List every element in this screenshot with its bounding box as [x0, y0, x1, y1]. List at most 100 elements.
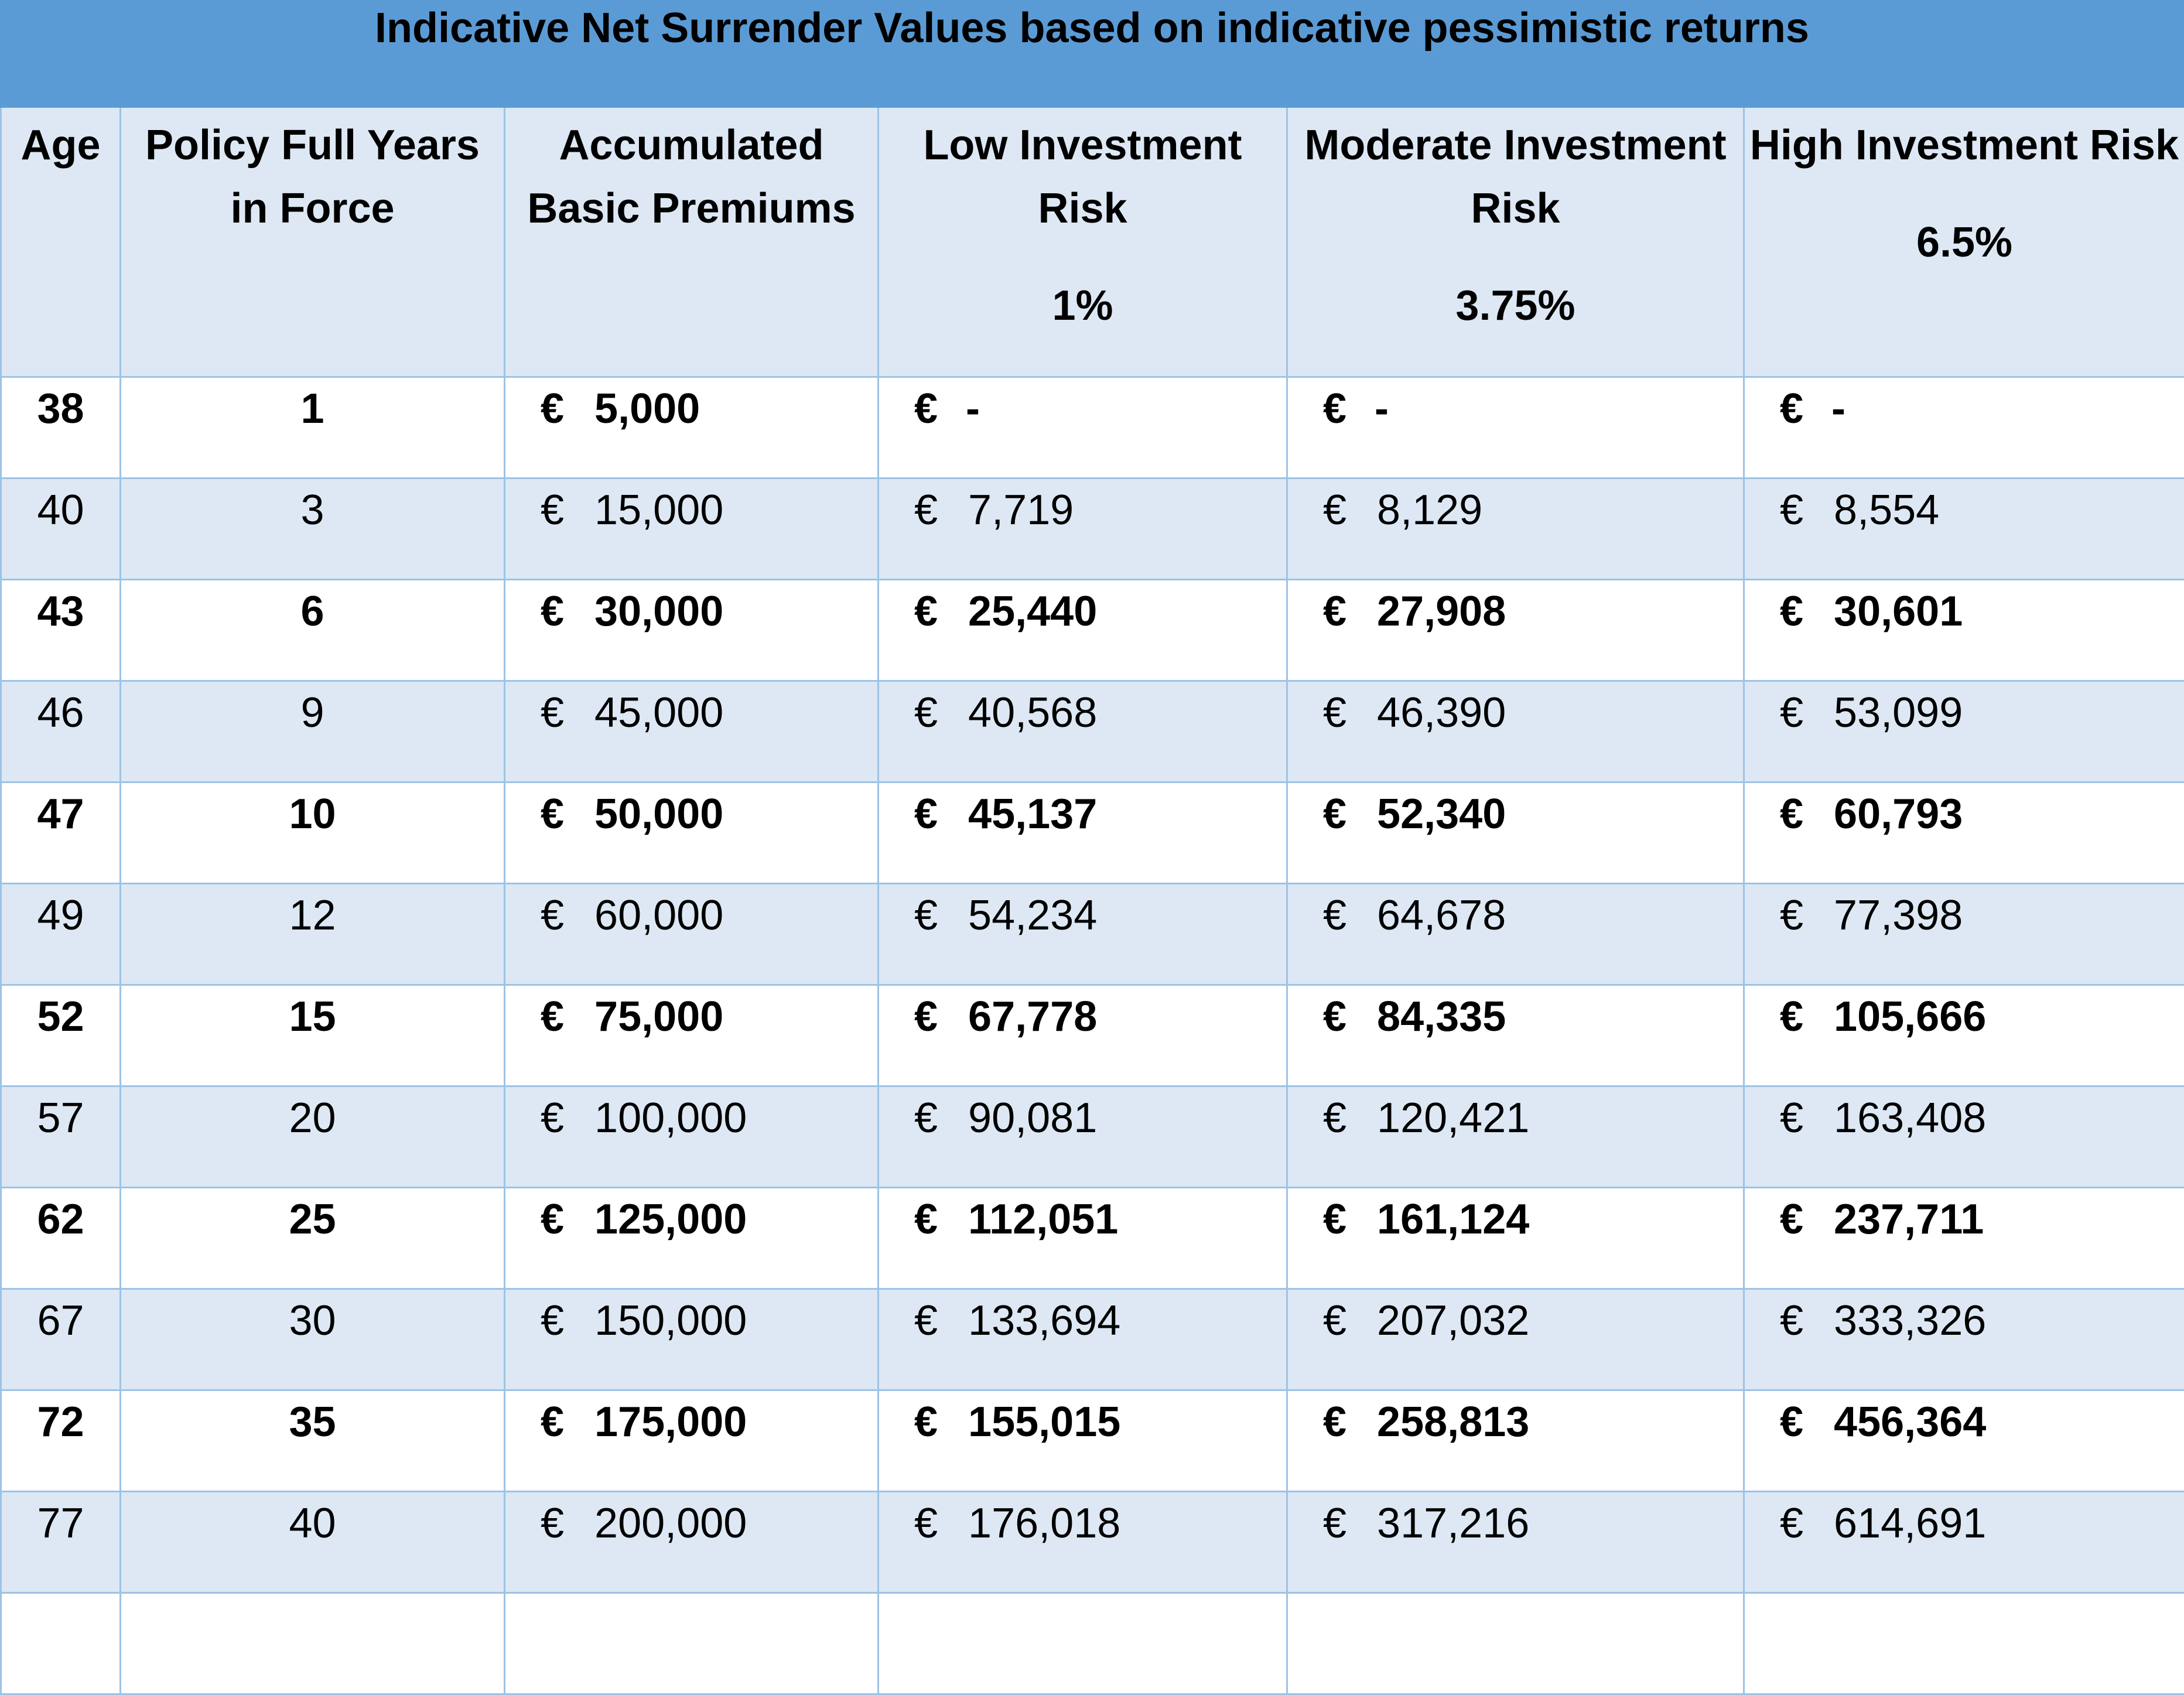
policy-years-value: 15: [289, 993, 336, 1040]
cell-policy-years: 3: [121, 479, 505, 580]
euro-symbol: €: [1745, 1391, 1803, 1453]
cell-moderate: €64,678: [1287, 884, 1744, 985]
header-age: Age: [1, 108, 121, 377]
euro-symbol: €: [1288, 1087, 1346, 1149]
cell-premiums: €75,000: [505, 985, 879, 1086]
cell-moderate: €207,032: [1287, 1289, 1744, 1390]
cell-moderate: €120,421: [1287, 1086, 1744, 1188]
cell-low: €133,694: [879, 1289, 1287, 1390]
moderate-value: 64,678: [1377, 884, 1506, 946]
cell-premiums: €60,000: [505, 884, 879, 985]
euro-symbol: €: [505, 580, 564, 643]
header-policy-years-label: Policy Full Years in Force: [145, 122, 480, 232]
cell-moderate: €-: [1287, 377, 1744, 479]
cell-low: €40,568: [879, 681, 1287, 782]
policy-years-value: 40: [289, 1500, 336, 1547]
cell-low: €67,778: [879, 985, 1287, 1086]
cell-low: €25,440: [879, 580, 1287, 681]
cell-policy-years: 25: [121, 1188, 505, 1289]
premiums-value: 125,000: [594, 1188, 747, 1250]
euro-symbol: €: [879, 479, 938, 541]
policy-years-value: 1: [300, 385, 324, 432]
cell-age: 57: [1, 1086, 121, 1188]
euro-symbol: €: [1745, 884, 1803, 946]
low-value: 90,081: [968, 1087, 1097, 1149]
euro-symbol: €: [505, 783, 564, 845]
age-value: 57: [37, 1095, 84, 1142]
policy-years-value: 25: [289, 1196, 336, 1243]
cell-moderate: €84,335: [1287, 985, 1744, 1086]
euro-symbol: €: [1288, 378, 1346, 440]
moderate-value: -: [1375, 378, 1389, 440]
cell-policy-years: 9: [121, 681, 505, 782]
high-value: 77,398: [1834, 884, 1963, 946]
age-value: 38: [37, 385, 84, 432]
cell-policy-years: 20: [121, 1086, 505, 1188]
cell-premiums: €50,000: [505, 782, 879, 884]
high-value: 333,326: [1834, 1290, 1986, 1352]
cell-premiums: €15,000: [505, 479, 879, 580]
age-value: 67: [37, 1297, 84, 1344]
age-value: 62: [37, 1196, 84, 1243]
cell-high: €105,666: [1744, 985, 2184, 1086]
premiums-value: 30,000: [594, 580, 723, 643]
high-value: 456,364: [1834, 1391, 1986, 1453]
cell-high: €8,554: [1744, 479, 2184, 580]
moderate-value: 317,216: [1377, 1492, 1529, 1554]
euro-symbol: €: [505, 884, 564, 946]
cell-low: €7,719: [879, 479, 1287, 580]
euro-symbol: €: [1745, 1188, 1803, 1250]
euro-symbol: €: [1288, 884, 1346, 946]
cell-premiums: €175,000: [505, 1390, 879, 1492]
header-accumulated-premiums-label: Accumulated Basic Premiums: [527, 122, 855, 232]
cell-age: 77: [1, 1492, 121, 1593]
euro-symbol: €: [1745, 580, 1803, 643]
cell-age: 46: [1, 681, 121, 782]
euro-symbol: €: [879, 1492, 938, 1554]
low-value: 133,694: [968, 1290, 1120, 1352]
cell-policy-years: 1: [121, 377, 505, 479]
euro-symbol: €: [505, 986, 564, 1048]
euro-symbol: €: [879, 986, 938, 1048]
age-value: 43: [37, 588, 84, 635]
cell-age: 40: [1, 479, 121, 580]
euro-symbol: €: [505, 1087, 564, 1149]
cell-policy-years: 6: [121, 580, 505, 681]
euro-symbol: €: [1745, 986, 1803, 1048]
high-value: 105,666: [1834, 986, 1986, 1048]
premiums-value: 45,000: [594, 682, 723, 744]
header-moderate-risk-rate: 3.75%: [1288, 274, 1743, 337]
premiums-value: 200,000: [594, 1492, 747, 1554]
high-value: 237,711: [1834, 1188, 1984, 1250]
low-value: 7,719: [968, 479, 1074, 541]
premiums-value: 15,000: [594, 479, 723, 541]
euro-symbol: €: [505, 1492, 564, 1554]
euro-symbol: €: [1288, 479, 1346, 541]
cell-policy-years: 30: [121, 1289, 505, 1390]
high-value: 53,099: [1834, 682, 1963, 744]
low-value: 112,051: [968, 1188, 1118, 1250]
cell-moderate: €52,340: [1287, 782, 1744, 884]
euro-symbol: €: [1745, 378, 1803, 440]
euro-symbol: €: [879, 580, 938, 643]
policy-years-value: 9: [300, 689, 324, 736]
cell-low: €112,051: [879, 1188, 1287, 1289]
euro-symbol: €: [1288, 1188, 1346, 1250]
euro-symbol: €: [1745, 479, 1803, 541]
cell-premiums: €200,000: [505, 1492, 879, 1593]
cell-policy-years: 35: [121, 1390, 505, 1492]
cell-high: €77,398: [1744, 884, 2184, 985]
cell-age: 49: [1, 884, 121, 985]
euro-symbol: €: [1745, 783, 1803, 845]
moderate-value: 52,340: [1377, 783, 1506, 845]
header-high-risk-rate: 6.5%: [1745, 211, 2184, 274]
cell-policy-years: 15: [121, 985, 505, 1086]
low-value: -: [966, 378, 980, 440]
low-value: 67,778: [968, 986, 1097, 1048]
cell-low: €176,018: [879, 1492, 1287, 1593]
low-value: 45,137: [968, 783, 1097, 845]
